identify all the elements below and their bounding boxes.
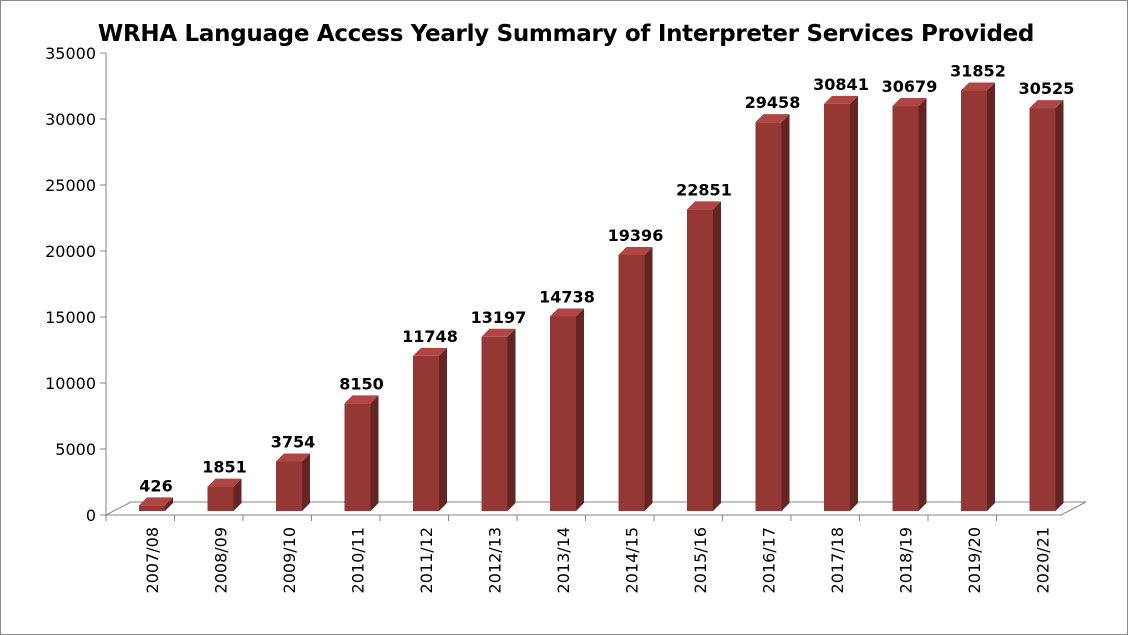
data-label: 30679	[882, 77, 938, 96]
data-label: 22851	[676, 180, 732, 199]
bar-front	[207, 486, 234, 511]
y-tick-label: 5000	[55, 440, 96, 459]
bar-front	[550, 316, 576, 511]
bar	[139, 497, 173, 511]
x-tick-label: 2020/21	[1034, 527, 1053, 593]
bar-front	[687, 209, 713, 511]
bar-top	[207, 478, 242, 487]
x-tick-label: 2018/19	[897, 527, 916, 593]
bar	[344, 395, 379, 511]
y-tick-label: 10000	[45, 374, 96, 393]
bar-top	[276, 453, 310, 462]
bar-top	[550, 308, 584, 317]
x-tick-label: 2011/12	[417, 527, 436, 593]
bar-top	[139, 497, 173, 506]
bar-side	[850, 95, 858, 511]
bar	[961, 82, 995, 512]
bar-top	[481, 328, 516, 337]
bar	[413, 347, 447, 511]
bar-side	[233, 478, 242, 511]
bar-side	[1055, 100, 1064, 511]
bar-front	[618, 254, 645, 512]
bar-side	[165, 497, 173, 511]
bar	[824, 95, 858, 511]
data-label: 8150	[339, 374, 384, 393]
bar-front	[824, 103, 850, 511]
bar-side	[507, 328, 516, 511]
y-tick-label: 25000	[45, 176, 96, 195]
chart-title: WRHA Language Access Yearly Summary of I…	[97, 21, 1035, 47]
bar-side	[918, 98, 927, 511]
data-label: 11748	[402, 327, 458, 346]
bar-side	[302, 453, 310, 511]
y-tick-label: 30000	[45, 110, 96, 129]
bar-side	[987, 82, 995, 512]
bar-top	[618, 246, 653, 255]
x-tick-label: 2009/10	[280, 527, 299, 593]
chart-floor	[105, 501, 1087, 516]
bar-side	[576, 308, 584, 511]
bar-front	[139, 505, 165, 511]
data-label: 30841	[813, 75, 869, 94]
y-tick-label: 0	[86, 506, 96, 525]
bar-top	[344, 395, 379, 404]
data-label: 13197	[471, 308, 527, 327]
bar-top	[824, 95, 858, 104]
x-tick-label: 2010/11	[349, 527, 368, 593]
bar-side	[644, 246, 653, 512]
x-tick-label: 2012/13	[486, 527, 505, 593]
bar-top	[1029, 100, 1064, 109]
x-tick-label: 2014/15	[623, 527, 642, 593]
data-label: 30525	[1019, 79, 1075, 98]
data-label: 3754	[271, 432, 316, 451]
y-tick-label: 20000	[45, 242, 96, 261]
bar-top	[961, 82, 995, 91]
data-label: 1851	[202, 458, 247, 477]
bar-front	[481, 336, 508, 511]
bar-top	[687, 201, 721, 210]
bar	[276, 453, 310, 511]
x-tick-label: 2015/16	[691, 527, 710, 593]
bar-front	[892, 106, 919, 511]
bar-top	[413, 347, 447, 356]
x-tick-label: 2017/18	[828, 527, 847, 593]
bar-side	[781, 114, 790, 511]
bar	[550, 308, 584, 511]
bar-front	[413, 355, 439, 511]
bar-top	[892, 98, 927, 107]
x-tick-label: 2019/20	[965, 527, 984, 593]
x-tick-label: 2007/08	[143, 527, 162, 593]
bar-front	[276, 461, 302, 511]
y-tick-label: 35000	[45, 44, 96, 63]
bar	[618, 246, 653, 512]
bar-side	[713, 201, 721, 511]
data-label: 14738	[539, 287, 595, 306]
bar	[755, 114, 790, 511]
x-tick-label: 2008/09	[212, 527, 231, 593]
bar-front	[344, 403, 371, 511]
x-tick-label: 2013/14	[554, 527, 573, 593]
bar	[1029, 100, 1064, 511]
bar-front	[1029, 108, 1056, 511]
x-tick-label: 2016/17	[760, 527, 779, 593]
data-label: 19396	[608, 226, 664, 245]
bar	[481, 328, 516, 511]
bar-front	[755, 122, 782, 511]
bar	[687, 201, 721, 511]
bar	[207, 478, 242, 511]
data-label: 31852	[950, 62, 1006, 81]
y-tick-label: 15000	[45, 308, 96, 327]
bar-top	[755, 114, 790, 123]
data-label: 29458	[745, 93, 801, 112]
bar	[892, 98, 927, 511]
bar-side	[370, 395, 379, 511]
data-label: 426	[139, 476, 172, 495]
bar-front	[961, 90, 987, 512]
bar-side	[439, 347, 447, 511]
